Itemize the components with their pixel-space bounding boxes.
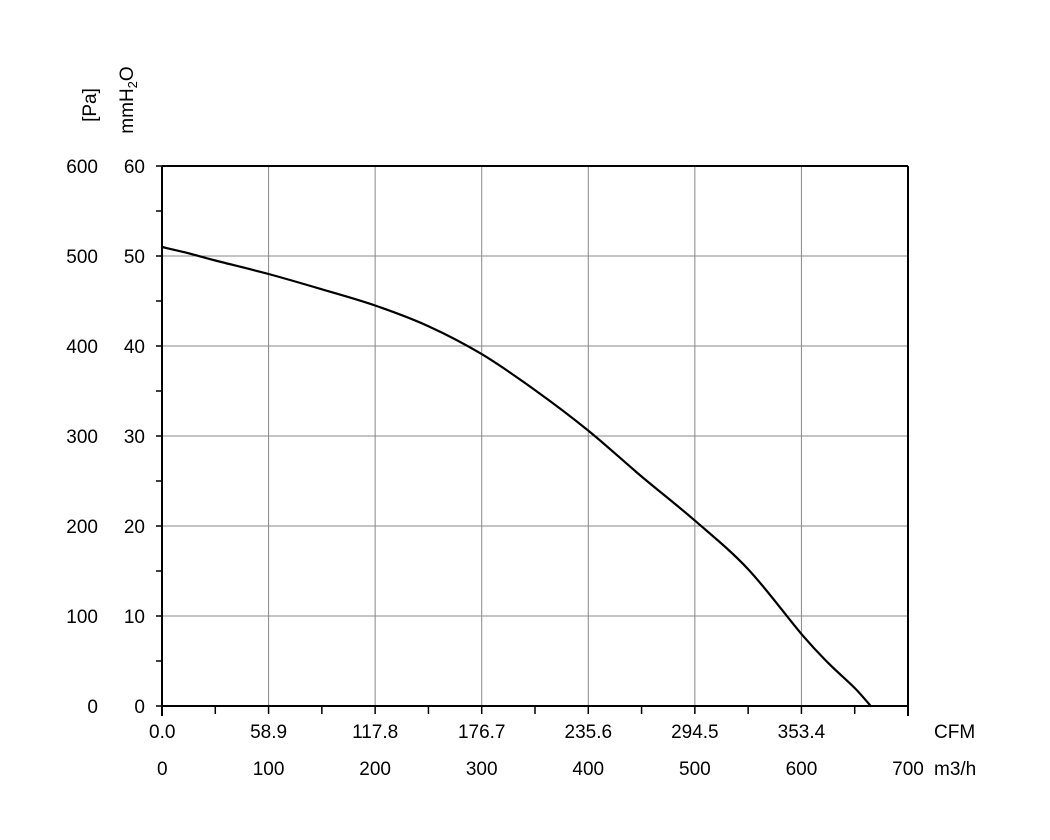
label-layer: 0 100 200 300 400 500 600 0 10 20 30 40 50 60 0.0 58.9 1…: [66, 157, 924, 780]
y-tick-label-pa: 600: [66, 157, 98, 178]
x-tick-label-cfm: 58.9: [250, 722, 287, 743]
x-unit-cfm-label: CFM: [934, 722, 975, 743]
y-tick-label-pa: 400: [66, 337, 98, 358]
x-tick-label-m3h: 700: [892, 759, 924, 780]
x-unit-m3h-label: m3/h: [934, 759, 976, 780]
y-tick-label-mmh2o: 60: [124, 157, 145, 178]
y-tick-label-pa: 500: [66, 247, 98, 268]
y-unit-pa-label: [Pa]: [80, 88, 101, 122]
y-tick-label-pa: 200: [66, 517, 98, 538]
y-tick-label-pa: 300: [66, 427, 98, 448]
x-tick-label-m3h: 0: [157, 759, 168, 780]
tick-layer: [156, 165, 909, 714]
y-unit-mmh2o-label: mmH2O: [117, 66, 140, 133]
x-tick-label-cfm: 294.5: [671, 722, 719, 743]
pressure-curve: [160, 245, 872, 708]
y-tick-label-pa: 0: [87, 697, 98, 718]
curve-layer: [160, 245, 872, 708]
y-tick-label-mmh2o: 50: [124, 247, 145, 268]
x-tick-label-cfm: 235.6: [565, 722, 613, 743]
y-unit-mmh2o-suffix: O: [117, 66, 138, 81]
y-tick-label-mmh2o: 40: [124, 337, 145, 358]
y-tick-label-pa: 100: [66, 607, 98, 628]
y-unit-mmh2o-sub: 2: [125, 81, 140, 88]
x-tick-label-cfm: 353.4: [778, 722, 826, 743]
x-tick-label-m3h: 500: [679, 759, 711, 780]
y-tick-label-mmh2o: 10: [124, 607, 145, 628]
x-tick-label-cfm: 117.8: [352, 722, 398, 743]
x-tick-label-cfm: 0.0: [149, 722, 175, 743]
grid-layer: [162, 166, 908, 706]
frame-layer: [161, 165, 909, 716]
x-tick-label-m3h: 400: [572, 759, 604, 780]
x-tick-label-cfm: 176.7: [458, 722, 506, 743]
x-tick-label-m3h: 300: [466, 759, 498, 780]
x-tick-label-m3h: 200: [359, 759, 391, 780]
y-tick-label-mmh2o: 30: [124, 427, 145, 448]
x-tick-label-m3h: 100: [253, 759, 285, 780]
x-tick-label-m3h: 600: [786, 759, 818, 780]
y-tick-label-mmh2o: 20: [124, 517, 145, 538]
y-unit-mmh2o-main: mmH: [117, 88, 138, 133]
y-tick-label-mmh2o: 0: [134, 697, 145, 718]
